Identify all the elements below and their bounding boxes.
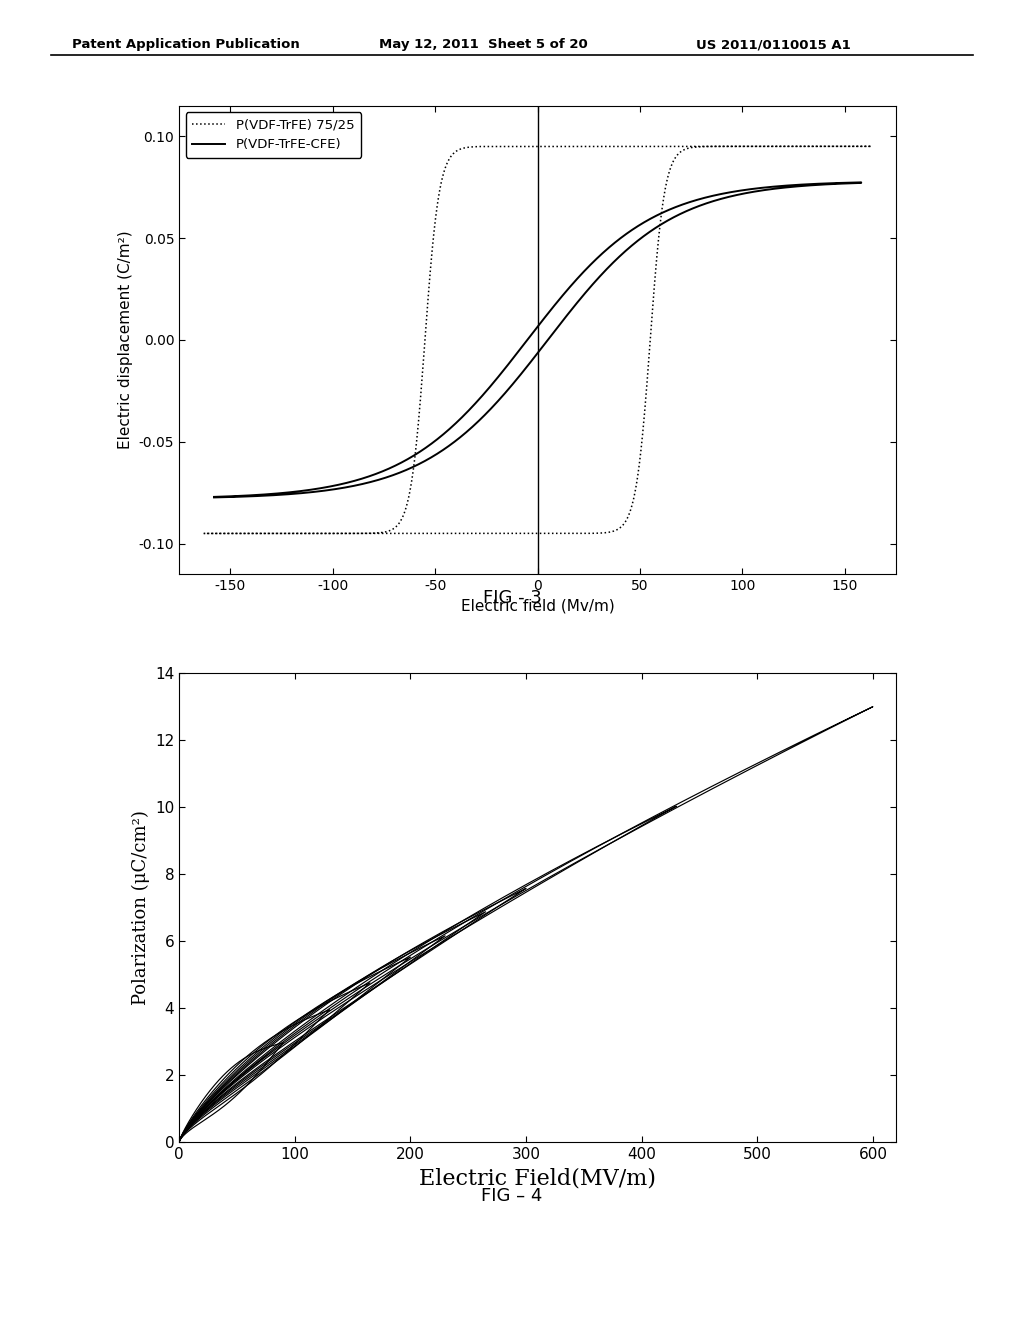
Text: US 2011/0110015 A1: US 2011/0110015 A1 bbox=[696, 38, 851, 51]
P(VDF-TrFE-CFE) bbox=[248, 487, 260, 503]
Line: P(VDF-TrFE) 75/25: P(VDF-TrFE) 75/25 bbox=[204, 147, 871, 533]
P(VDF-TrFE) 75/25 bbox=[833, 139, 845, 154]
P(VDF-TrFE-CFE) bbox=[208, 488, 220, 504]
Text: FIG – 4: FIG – 4 bbox=[481, 1187, 543, 1205]
Y-axis label: Polarization (μC/cm²): Polarization (μC/cm²) bbox=[131, 810, 150, 1005]
Legend: P(VDF-TrFE) 75/25, P(VDF-TrFE-CFE): P(VDF-TrFE) 75/25, P(VDF-TrFE-CFE) bbox=[185, 112, 361, 158]
P(VDF-TrFE) 75/25 bbox=[759, 139, 771, 154]
P(VDF-TrFE-CFE) bbox=[311, 480, 324, 496]
Text: FIG - 3: FIG - 3 bbox=[482, 589, 542, 607]
Text: Patent Application Publication: Patent Application Publication bbox=[72, 38, 299, 51]
P(VDF-TrFE-CFE) bbox=[762, 182, 774, 198]
P(VDF-TrFE-CFE) bbox=[208, 490, 220, 506]
P(VDF-TrFE-CFE) bbox=[752, 183, 764, 199]
X-axis label: Electric Field(MV/m): Electric Field(MV/m) bbox=[419, 1167, 656, 1189]
Line: P(VDF-TrFE-CFE): P(VDF-TrFE-CFE) bbox=[214, 182, 861, 498]
P(VDF-TrFE) 75/25 bbox=[865, 139, 878, 154]
Y-axis label: Electric displacement (C/m²): Electric displacement (C/m²) bbox=[118, 231, 133, 449]
X-axis label: Electric field (Mv/m): Electric field (Mv/m) bbox=[461, 598, 614, 614]
P(VDF-TrFE-CFE) bbox=[562, 281, 574, 297]
P(VDF-TrFE) 75/25 bbox=[198, 525, 210, 541]
P(VDF-TrFE) 75/25 bbox=[239, 525, 251, 541]
P(VDF-TrFE) 75/25 bbox=[769, 139, 781, 154]
P(VDF-TrFE) 75/25 bbox=[198, 525, 210, 541]
P(VDF-TrFE) 75/25 bbox=[562, 139, 574, 154]
P(VDF-TrFE-CFE) bbox=[823, 177, 836, 193]
P(VDF-TrFE-CFE) bbox=[855, 174, 867, 190]
Text: May 12, 2011  Sheet 5 of 20: May 12, 2011 Sheet 5 of 20 bbox=[379, 38, 588, 51]
P(VDF-TrFE) 75/25 bbox=[305, 525, 317, 541]
